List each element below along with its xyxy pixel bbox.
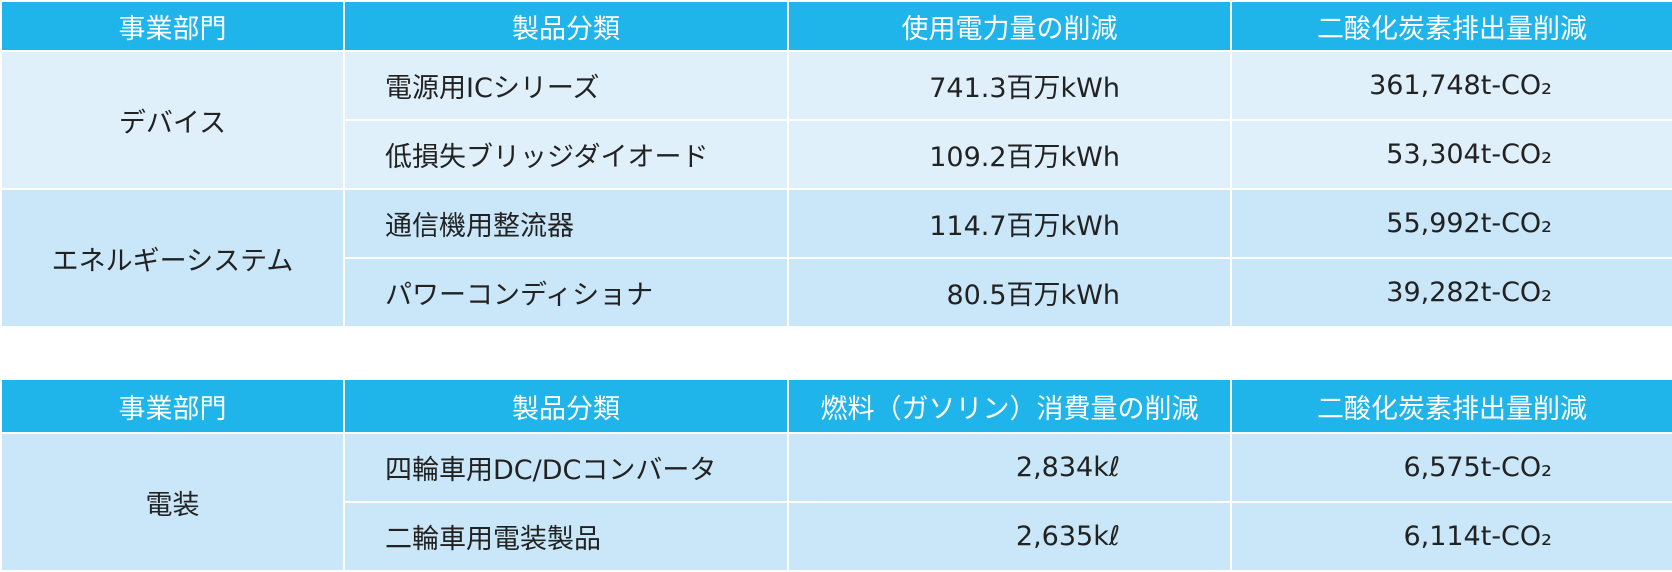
co2-cell: 361,748t-CO₂ <box>1230 50 1672 121</box>
header-cell: 使用電力量の削減 <box>787 0 1232 52</box>
reduction-cell: 109.2百万kWh <box>787 119 1232 190</box>
segment-cell: デバイス <box>0 50 345 190</box>
product-cell: 通信機用整流器 <box>343 188 789 259</box>
table-row: エネルギーシステム 通信機用整流器 114.7百万kWh 55,992t-CO₂ <box>0 188 1672 328</box>
table-row: デバイス 電源用ICシリーズ 741.3百万kWh 361,748t-CO₂ <box>0 50 1672 190</box>
co2-cell: 6,114t-CO₂ <box>1230 501 1672 572</box>
co2-cell: 55,992t-CO₂ <box>1230 188 1672 259</box>
table-row: パワーコンディショナ 80.5百万kWh 39,282t-CO₂ <box>1 257 1672 328</box>
reduction-cell: 80.5百万kWh <box>787 257 1232 328</box>
header-row: 事業部門 製品分類 燃料（ガソリン）消費量の削減 二酸化炭素排出量削減 <box>0 378 1672 434</box>
co2-cell: 6,575t-CO₂ <box>1230 432 1672 503</box>
product-cell: 低損失ブリッジダイオード <box>343 119 789 190</box>
table-row: 低損失ブリッジダイオード 109.2百万kWh 53,304t-CO₂ <box>1 119 1672 190</box>
header-cell: 製品分類 <box>343 0 789 52</box>
reduction-cell: 741.3百万kWh <box>787 50 1232 121</box>
product-cell: 四輪車用DC/DCコンバータ <box>343 432 789 503</box>
header-cell: 製品分類 <box>343 378 789 434</box>
reduction-cell: 2,635kℓ <box>787 501 1232 572</box>
reduction-cell: 2,834kℓ <box>787 432 1232 503</box>
header-cell: 二酸化炭素排出量削減 <box>1230 378 1672 434</box>
header-cell: 二酸化炭素排出量削減 <box>1230 0 1672 52</box>
header-cell: 燃料（ガソリン）消費量の削減 <box>787 378 1232 434</box>
segment-cell: エネルギーシステム <box>0 188 345 328</box>
data-table: 事業部門 製品分類 使用電力量の削減 二酸化炭素排出量削減 デバイス 電源用ICシリーズ 7… <box>0 0 1672 328</box>
segment-cell: 電装 <box>0 432 345 572</box>
table-row: 電装 四輪車用DC/DCコンバータ 2,834kℓ 6,575t-CO₂ <box>0 432 1672 572</box>
header-cell: 事業部門 <box>0 0 345 52</box>
product-cell: パワーコンディショナ <box>343 257 789 328</box>
co2-cell: 39,282t-CO₂ <box>1230 257 1672 328</box>
reduction-cell: 114.7百万kWh <box>787 188 1232 259</box>
product-cell: 電源用ICシリーズ <box>343 50 789 121</box>
data-table: 事業部門 製品分類 燃料（ガソリン）消費量の削減 二酸化炭素排出量削減 電装 四輪車用DC… <box>0 378 1672 572</box>
co2-cell: 53,304t-CO₂ <box>1230 119 1672 190</box>
product-cell: 二輪車用電装製品 <box>343 501 789 572</box>
table-row: 二輪車用電装製品 2,635kℓ 6,114t-CO₂ <box>1 501 1672 572</box>
header-row: 事業部門 製品分類 使用電力量の削減 二酸化炭素排出量削減 <box>0 0 1672 52</box>
header-cell: 事業部門 <box>0 378 345 434</box>
